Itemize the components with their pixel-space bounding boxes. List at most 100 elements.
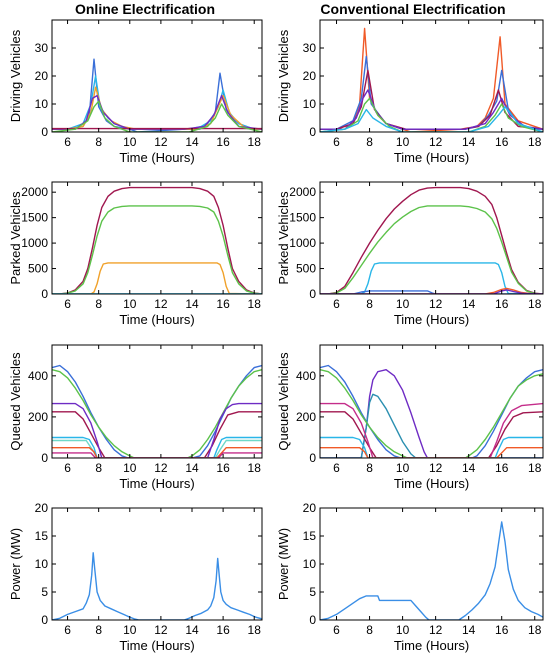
x-tick-label: 8 — [366, 135, 373, 149]
x-tick-label: 14 — [185, 135, 199, 149]
chart-panel-driving-conventional: 6 8 10 12 14 16 18 0 10 20 30 Time (Hours) Driving V… — [276, 19, 544, 165]
series-line-7 — [52, 447, 262, 458]
x-tick-label: 10 — [396, 623, 410, 637]
x-tick-label: 16 — [495, 135, 509, 149]
y-tick-label: 30 — [35, 41, 49, 55]
x-tick-label: 14 — [185, 297, 199, 311]
series-line-6 — [320, 402, 543, 458]
x-tick-label: 10 — [396, 297, 410, 311]
series-line-4 — [320, 369, 543, 458]
x-tick-label: 18 — [528, 623, 542, 637]
x-tick-label: 12 — [429, 297, 443, 311]
series-line-5 — [320, 411, 543, 458]
axes-frame — [51, 181, 263, 295]
y-tick-label: 10 — [303, 557, 317, 571]
chart-panel-parked-conventional: 6 8 10 12 14 16 18 0 500 1000 1500 2000 Time (Hours)… — [276, 181, 544, 327]
series-group — [52, 186, 262, 294]
y-tick-label: 30 — [303, 41, 317, 55]
x-tick-label: 14 — [462, 623, 476, 637]
y-tick-label: 20 — [303, 501, 317, 515]
y-axis-label: Queued Vehicles — [8, 352, 23, 451]
series-line-6 — [320, 106, 543, 132]
series-group — [320, 186, 543, 294]
x-tick-label: 18 — [528, 297, 542, 311]
x-tick-label: 6 — [333, 623, 340, 637]
x-tick-label: 14 — [185, 461, 199, 475]
y-tick-label: 20 — [303, 69, 317, 83]
x-tick-label: 10 — [396, 461, 410, 475]
x-tick-label: 6 — [64, 461, 71, 475]
series-line-2 — [320, 205, 543, 294]
x-tick-label: 16 — [495, 623, 509, 637]
x-tick-label: 12 — [154, 297, 168, 311]
y-tick-label: 0 — [41, 287, 48, 301]
y-tick-label: 500 — [28, 262, 48, 276]
x-tick-label: 16 — [216, 461, 230, 475]
x-tick-label: 10 — [123, 297, 137, 311]
x-tick-label: 6 — [333, 297, 340, 311]
series-line-5 — [320, 97, 543, 132]
y-tick-label: 0 — [41, 125, 48, 139]
x-tick-label: 18 — [248, 461, 262, 475]
x-tick-label: 8 — [95, 623, 102, 637]
x-tick-label: 14 — [462, 461, 476, 475]
x-tick-label: 12 — [429, 623, 443, 637]
series-line-3 — [52, 411, 262, 458]
series-line-8 — [320, 447, 543, 458]
x-tick-label: 6 — [333, 461, 340, 475]
axes-frame — [319, 344, 544, 459]
series-line-4 — [52, 402, 262, 458]
x-tick-label: 8 — [95, 461, 102, 475]
chart-panel-parked-online: 6 8 10 12 14 16 18 0 500 1000 1500 2000 Time (Hours)… — [8, 181, 263, 327]
y-tick-label: 1000 — [289, 236, 316, 250]
y-tick-label: 0 — [309, 287, 316, 301]
x-axis-label: Time (Hours) — [394, 312, 469, 327]
y-tick-label: 0 — [309, 125, 316, 139]
y-tick-label: 20 — [35, 69, 49, 83]
x-tick-label: 18 — [248, 623, 262, 637]
y-tick-label: 0 — [309, 613, 316, 627]
x-tick-label: 16 — [216, 623, 230, 637]
y-axis-label: Driving Vehicles — [8, 29, 23, 122]
series-line-6 — [52, 100, 262, 132]
y-tick-label: 400 — [296, 369, 316, 383]
x-tick-label: 10 — [123, 135, 137, 149]
y-axis-label: Power (MW) — [8, 528, 23, 600]
series-line-7 — [320, 436, 543, 458]
x-tick-label: 12 — [154, 135, 168, 149]
chart-panel-driving-online: 6 8 10 12 14 16 18 0 10 20 30 Time (Hours) Driving V… — [8, 19, 263, 165]
x-tick-label: 12 — [154, 623, 168, 637]
axes-frame — [319, 181, 544, 295]
y-tick-label: 1500 — [21, 211, 48, 225]
y-tick-label: 1000 — [21, 236, 48, 250]
y-axis-label: Parked Vehicles — [8, 191, 23, 285]
series-group — [52, 58, 262, 132]
x-tick-label: 16 — [216, 135, 230, 149]
y-axis-label: Parked Vehicles — [276, 191, 291, 285]
x-tick-label: 18 — [528, 135, 542, 149]
x-tick-label: 8 — [366, 623, 373, 637]
y-tick-label: 200 — [296, 410, 316, 424]
series-line-6 — [52, 439, 262, 458]
series-line-1 — [320, 186, 543, 294]
y-tick-label: 15 — [303, 529, 317, 543]
y-tick-label: 10 — [35, 557, 49, 571]
x-tick-label: 6 — [333, 135, 340, 149]
x-axis-label: Time (Hours) — [119, 476, 194, 491]
column-title-online: Online Electrification — [75, 1, 215, 17]
x-axis-label: Time (Hours) — [394, 638, 469, 653]
x-tick-label: 10 — [123, 461, 137, 475]
chart-panel-power-conventional: 6 8 10 12 14 16 18 0 5 10 15 20 Time (Hours) Power (M… — [276, 501, 544, 653]
y-tick-label: 0 — [309, 451, 316, 465]
series-line-1 — [52, 186, 262, 294]
series-line-1 — [52, 364, 262, 458]
x-tick-label: 14 — [462, 135, 476, 149]
y-tick-label: 2000 — [289, 185, 316, 199]
series-group — [320, 27, 543, 132]
x-tick-label: 16 — [495, 461, 509, 475]
series-line-2 — [52, 369, 262, 458]
y-tick-label: 500 — [296, 262, 316, 276]
series-group — [52, 552, 262, 620]
axes-frame — [51, 507, 263, 621]
